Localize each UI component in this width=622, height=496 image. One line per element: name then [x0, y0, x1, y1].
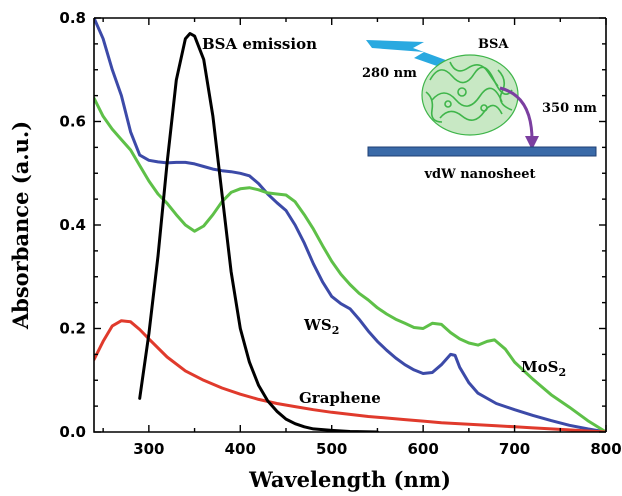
inset-excitation-label: 280 nm — [362, 66, 417, 81]
label-ws2-sub: 2 — [332, 324, 340, 337]
y-tick-label: 0.0 — [59, 423, 86, 441]
y-axis-title: Absorbance (a.u.) — [8, 121, 33, 330]
label-mos2-main: MoS — [521, 358, 558, 376]
y-tick-label: 0.8 — [59, 9, 86, 27]
label-mos2: MoS2 — [521, 358, 566, 379]
y-tick-label: 0.6 — [59, 113, 86, 131]
series-line-ws2 — [94, 18, 606, 432]
x-tick-label: 600 — [407, 440, 438, 458]
protein-structure-icon — [421, 54, 519, 136]
label-ws2-main: WS — [303, 316, 332, 334]
series-layer — [94, 18, 606, 432]
series-line-mos2 — [94, 96, 606, 432]
series-line-bsa-emission — [138, 32, 379, 432]
x-tick-label: 700 — [499, 440, 530, 458]
label-ws2: WS2 — [303, 316, 339, 337]
y-tick-label: 0.4 — [59, 216, 86, 234]
emission-arrow-head — [525, 136, 539, 150]
label-mos2-sub: 2 — [558, 366, 566, 379]
label-bsa-emission: BSA emission — [202, 35, 317, 53]
label-graphene: Graphene — [299, 389, 381, 407]
inset-bsa-label: BSA — [478, 37, 509, 52]
x-tick-label: 800 — [590, 440, 621, 458]
vdw-nanosheet-bar — [367, 146, 597, 157]
inset-schematic: BSA 280 nm 350 nm vdW nanosheet — [362, 37, 597, 182]
x-tick-label: 400 — [225, 440, 256, 458]
tick-layer: 300 400 500 600 700 800 0.0 0.2 0.4 0.6 0.8 — [59, 9, 621, 458]
x-axis-title: Wavelength (nm) — [248, 467, 451, 492]
emission-arrow — [499, 86, 534, 141]
x-tick-label: 500 — [316, 440, 347, 458]
series-line-graphene — [94, 319, 606, 432]
inset-substrate-label: vdW nanosheet — [423, 167, 535, 182]
inset-emission-label: 350 nm — [542, 101, 597, 116]
x-tick-label: 300 — [133, 440, 164, 458]
lightning-bolt-icon — [366, 40, 462, 72]
y-tick-label: 0.2 — [59, 320, 86, 338]
